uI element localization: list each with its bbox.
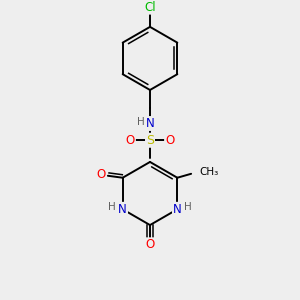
Text: O: O: [146, 238, 154, 251]
Text: N: N: [173, 203, 182, 216]
Text: H: H: [137, 116, 145, 127]
Text: O: O: [96, 168, 106, 181]
Text: H: H: [184, 202, 192, 212]
Text: CH₃: CH₃: [199, 167, 218, 177]
Text: O: O: [165, 134, 174, 147]
Text: N: N: [146, 117, 154, 130]
Text: H: H: [108, 202, 116, 212]
Text: O: O: [126, 134, 135, 147]
Text: N: N: [118, 203, 127, 216]
Text: Cl: Cl: [144, 1, 156, 13]
Text: S: S: [146, 134, 154, 147]
